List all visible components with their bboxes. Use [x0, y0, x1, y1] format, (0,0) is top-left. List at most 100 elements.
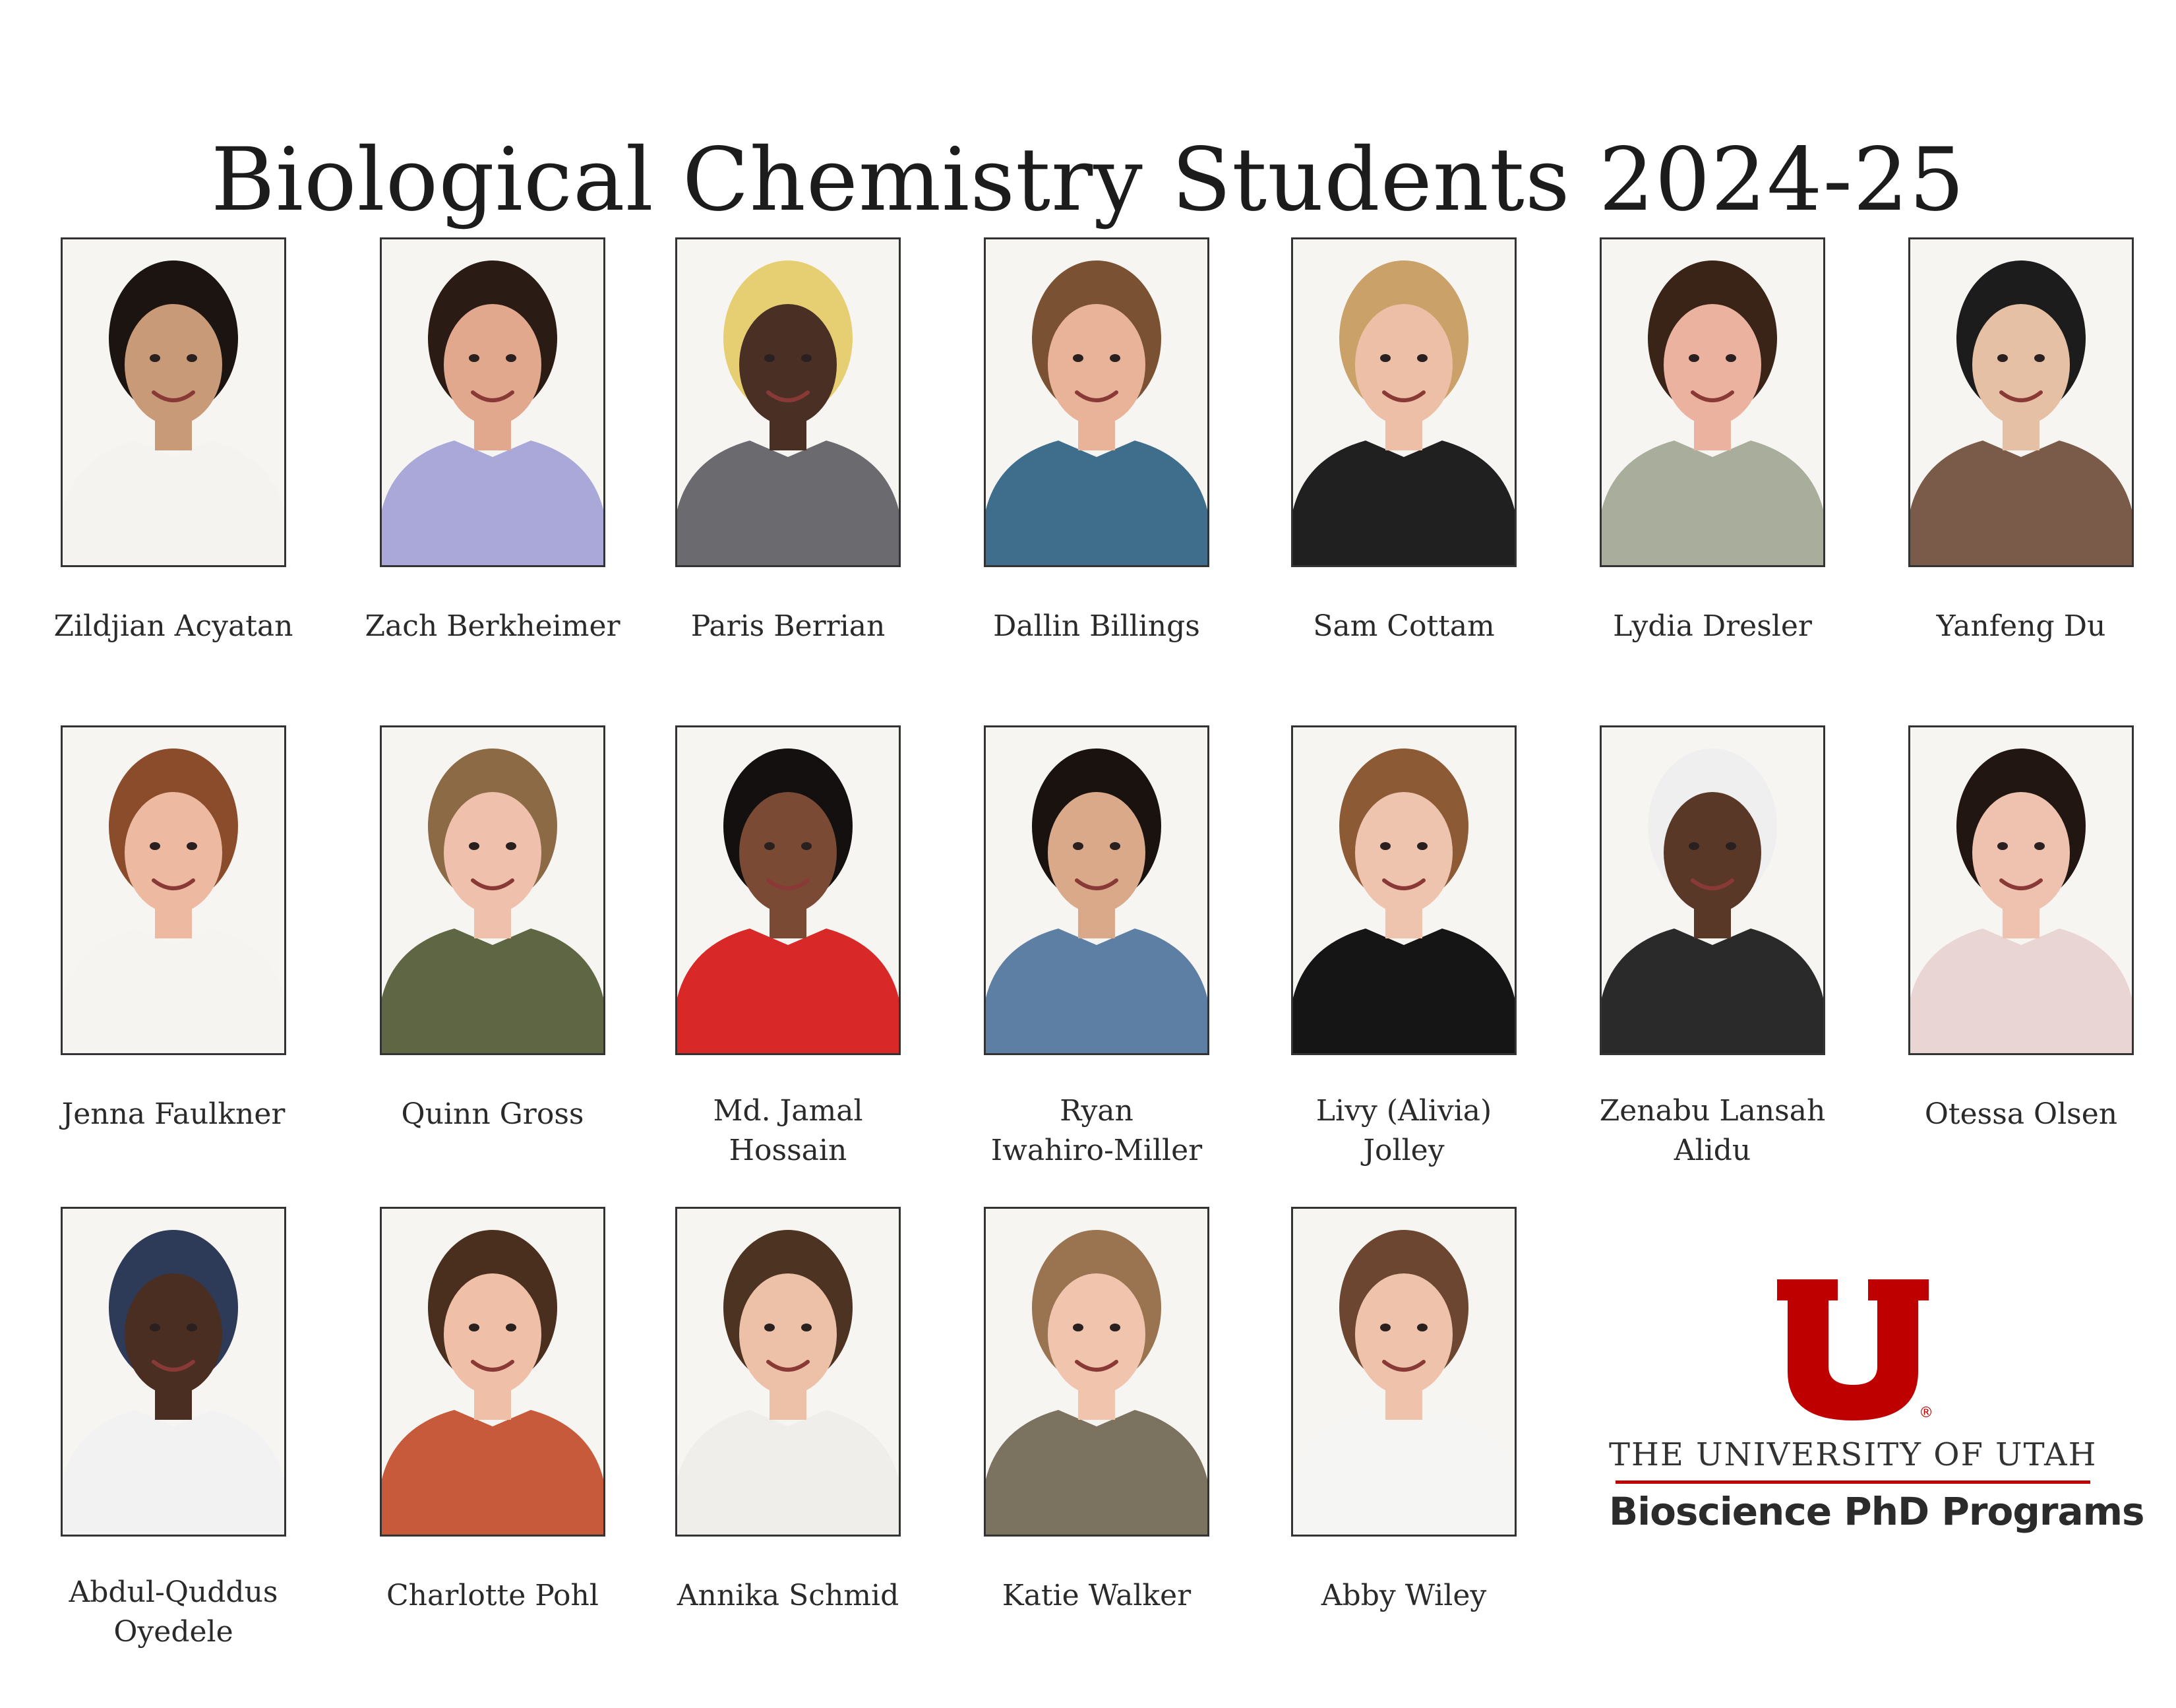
program-name: Bioscience PhD Programs: [1609, 1489, 2145, 1534]
student-card: Zach Berkheimer: [338, 237, 648, 739]
logo-divider: [1616, 1480, 2090, 1484]
student-card: Jenna Faulkner: [18, 725, 328, 1227]
student-card: Otessa Olsen: [1866, 725, 2176, 1227]
student-card: Katie Walker: [942, 1207, 1252, 1708]
student-photo: [380, 237, 605, 567]
page-title: Biological Chemistry Students 2024-25: [210, 129, 1966, 231]
student-name-line: Charlotte Pohl: [386, 1579, 599, 1612]
university-name: THE UNIVERSITY OF UTAH: [1609, 1436, 2098, 1473]
student-name: Abdul-Quddus Oyedele: [18, 1573, 328, 1652]
student-photo: [675, 1207, 901, 1537]
student-card: Ryan Iwahiro-Miller: [942, 725, 1252, 1227]
person-portrait-icon: [677, 239, 899, 565]
student-photo: [1291, 237, 1517, 567]
student-photo: [61, 1207, 286, 1537]
student-card: Zildjian Acyatan: [18, 237, 328, 739]
student-name-line: Dallin Billings: [993, 609, 1200, 643]
person-portrait-icon: [1293, 239, 1515, 565]
person-portrait-icon: [1602, 727, 1823, 1053]
person-portrait-icon: [986, 727, 1207, 1053]
student-name: Lydia Dresler: [1557, 607, 1867, 646]
student-name: Yanfeng Du: [1866, 607, 2176, 646]
university-logo: ® THE UNIVERSITY OF UTAH Bioscience PhD …: [1609, 1279, 2145, 1556]
person-portrait-icon: [63, 727, 284, 1053]
student-photo: [984, 237, 1209, 567]
student-name: Charlotte Pohl: [338, 1576, 648, 1616]
student-name-line: Ryan: [1060, 1094, 1133, 1128]
student-photo: [61, 725, 286, 1055]
student-card: Sam Cottam: [1249, 237, 1559, 739]
student-photo: [1600, 725, 1825, 1055]
student-card: Zenabu Lansah Alidu: [1557, 725, 1867, 1227]
student-photo: [1908, 237, 2134, 567]
student-card: Charlotte Pohl: [338, 1207, 648, 1708]
student-card: Yanfeng Du: [1866, 237, 2176, 739]
student-photo: [675, 725, 901, 1055]
person-portrait-icon: [1602, 239, 1823, 565]
student-name: Ryan Iwahiro-Miller: [942, 1091, 1252, 1171]
student-name-line: Oyedele: [113, 1615, 233, 1649]
student-card: Quinn Gross: [338, 725, 648, 1227]
student-photo: [1600, 237, 1825, 567]
student-card: Lydia Dresler: [1557, 237, 1867, 739]
student-name: Zach Berkheimer: [338, 607, 648, 646]
student-name-line: Annika Schmid: [677, 1579, 899, 1612]
student-name-line: Jenna Faulkner: [61, 1097, 286, 1131]
person-portrait-icon: [63, 1209, 284, 1535]
student-name-line: Katie Walker: [1002, 1579, 1192, 1612]
student-card: Md. Jamal Hossain: [633, 725, 943, 1227]
student-card: Paris Berrian: [633, 237, 943, 739]
student-card: Livy (Alivia) Jolley: [1249, 725, 1559, 1227]
student-name-line: Zildjian Acyatan: [53, 609, 293, 643]
student-name-line: Lydia Dresler: [1613, 609, 1812, 643]
student-card: Dallin Billings: [942, 237, 1252, 739]
student-name: Katie Walker: [942, 1576, 1252, 1616]
student-name: Zenabu Lansah Alidu: [1557, 1091, 1867, 1171]
student-name-line: Md. Jamal: [713, 1094, 863, 1128]
student-name-line: Jolley: [1363, 1134, 1445, 1167]
person-portrait-icon: [677, 727, 899, 1053]
student-name: Dallin Billings: [942, 607, 1252, 646]
student-name: Md. Jamal Hossain: [633, 1091, 943, 1171]
student-name-line: Yanfeng Du: [1936, 609, 2106, 643]
student-photo: [1291, 725, 1517, 1055]
student-name-line: Otessa Olsen: [1924, 1097, 2118, 1131]
person-portrait-icon: [382, 239, 603, 565]
registered-mark: ®: [1919, 1405, 1933, 1421]
student-name-line: Hossain: [729, 1134, 847, 1167]
student-photo: [984, 1207, 1209, 1537]
student-name: Sam Cottam: [1249, 607, 1559, 646]
person-portrait-icon: [382, 1209, 603, 1535]
person-portrait-icon: [382, 727, 603, 1053]
person-portrait-icon: [1293, 1209, 1515, 1535]
student-photo: [380, 725, 605, 1055]
student-card: Annika Schmid: [633, 1207, 943, 1708]
person-portrait-icon: [1910, 239, 2132, 565]
person-portrait-icon: [1910, 727, 2132, 1053]
student-photo: [380, 1207, 605, 1537]
student-name-line: Abdul-Quddus: [69, 1575, 278, 1609]
student-name: Paris Berrian: [633, 607, 943, 646]
university-of-utah-block-u-icon: [1777, 1279, 1929, 1420]
student-name-line: Livy (Alivia): [1315, 1094, 1492, 1128]
student-name-line: Zach Berkheimer: [365, 609, 620, 643]
student-photo: [1908, 725, 2134, 1055]
student-name-line: Sam Cottam: [1313, 609, 1495, 643]
person-portrait-icon: [63, 239, 284, 565]
student-photo: [61, 237, 286, 567]
student-name-line: Zenabu Lansah: [1599, 1094, 1826, 1128]
student-name: Abby Wiley: [1249, 1576, 1559, 1616]
student-name: Jenna Faulkner: [18, 1095, 328, 1134]
student-photo: [675, 237, 901, 567]
student-name-line: Abby Wiley: [1321, 1579, 1487, 1612]
student-photo: [984, 725, 1209, 1055]
student-name-line: Paris Berrian: [690, 609, 886, 643]
person-portrait-icon: [677, 1209, 899, 1535]
student-name: Otessa Olsen: [1866, 1095, 2176, 1134]
student-name-line: Quinn Gross: [401, 1097, 584, 1131]
student-name: Annika Schmid: [633, 1576, 943, 1616]
student-card: Abby Wiley: [1249, 1207, 1559, 1708]
student-name: Zildjian Acyatan: [18, 607, 328, 646]
person-portrait-icon: [986, 239, 1207, 565]
student-card: Abdul-Quddus Oyedele: [18, 1207, 328, 1708]
